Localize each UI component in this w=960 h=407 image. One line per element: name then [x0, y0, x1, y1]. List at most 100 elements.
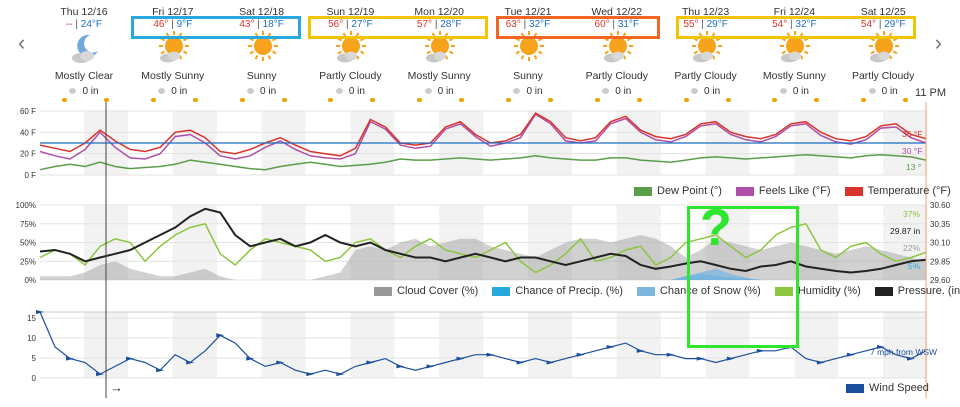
- wind-arrow: [516, 360, 525, 365]
- tick-label: 75%: [20, 220, 36, 229]
- wind-arrow: [366, 360, 375, 365]
- day-condition: Mostly Sunny: [762, 70, 826, 82]
- sun-dots: [60, 98, 109, 102]
- sun-icon: [246, 31, 280, 65]
- wind-arrow: [636, 348, 645, 353]
- day-temps: 55° | 29°F: [683, 19, 728, 30]
- forecast-day[interactable]: Sat 12/25 54° | 29°F Partly Cloudy 0 in: [839, 0, 927, 102]
- wind-arrow: [336, 372, 345, 377]
- day-name: Thu 12/23: [681, 6, 730, 18]
- forecast-day[interactable]: Fri 12/24 54° | 32°F Mostly Sunny 0 in: [750, 0, 838, 102]
- raindrop-icon: [513, 88, 521, 95]
- day-name: Mon 12/20: [414, 6, 464, 18]
- forecast-day[interactable]: Fri 12/17 46° | 9°F Mostly Sunny 0 in: [129, 0, 217, 102]
- wind-arrow: [606, 344, 615, 349]
- forecast-day[interactable]: Wed 12/22 60° | 31°F Partly Cloudy 0 in: [573, 0, 661, 102]
- night-band: [794, 312, 839, 378]
- day-name: Fri 12/24: [773, 6, 816, 18]
- forecast-day[interactable]: Mon 12/20 57° | 28°F Mostly Sunny 0 in: [395, 0, 483, 102]
- wind-arrow: [66, 356, 75, 361]
- wind-arrow: [186, 360, 195, 365]
- wind-arrow: [126, 356, 135, 361]
- tick-label-right: 30.60: [930, 201, 951, 210]
- wind-arrow: [156, 368, 165, 373]
- raindrop-icon: [424, 88, 432, 95]
- sun-dots: [770, 98, 820, 102]
- day-condition: Mostly Clear: [54, 70, 114, 82]
- next-arrow-icon[interactable]: ›: [934, 30, 942, 55]
- forecast-days-row: Thu 12/16 -- | 24°F Mostly Clear 0 in Fr…: [40, 0, 928, 102]
- forecast-day[interactable]: Sat 12/18 43° | 18°F Sunny 0 in: [218, 0, 306, 102]
- series-end-label: 37%: [903, 209, 920, 219]
- legend-item[interactable]: Pressure. (in): [874, 285, 960, 297]
- legend-item[interactable]: Feels Like (°F): [735, 185, 831, 197]
- day-name: Sun 12/19: [326, 6, 375, 18]
- series-end-label: 29.87 in: [890, 226, 921, 236]
- tick-label: 40 F: [20, 128, 36, 137]
- sun-cloud-icon: [778, 31, 812, 65]
- series-end-label: 36 °F: [902, 129, 922, 139]
- moon-cloud-icon: [68, 31, 102, 65]
- day-name: Thu 12/16: [60, 6, 108, 18]
- night-band: [883, 312, 928, 378]
- day-precip: 0 in: [306, 86, 394, 97]
- wind-arrow: [306, 372, 315, 377]
- legend-clouds: Cloud Cover (%) Chance of Precip. (%) Chan…: [360, 285, 960, 297]
- forecast-day[interactable]: Tue 12/21 63° | 32°F Sunny 0 in: [484, 0, 572, 102]
- sun-dots: [682, 98, 731, 102]
- day-name: Sat 12/25: [860, 6, 906, 18]
- legend-item[interactable]: Humidity (%): [774, 285, 861, 297]
- day-precip: 0 in: [750, 86, 838, 97]
- wind-arrow: [786, 344, 795, 349]
- legend-item[interactable]: Chance of Precip. (%): [492, 285, 623, 297]
- sun-cloud-icon: [423, 31, 457, 65]
- forecast-day[interactable]: Thu 12/16 -- | 24°F Mostly Clear 0 in: [40, 0, 128, 102]
- scroll-arrow-icon[interactable]: →: [110, 380, 123, 395]
- series-end-label: 13 °: [906, 162, 921, 172]
- day-name: Wed 12/22: [591, 6, 643, 18]
- day-temps: 43° | 18°F: [239, 19, 284, 30]
- tick-label: 5: [32, 354, 37, 363]
- sun-dots: [593, 98, 642, 102]
- day-condition: Sunny: [513, 70, 543, 82]
- forecast-day[interactable]: Thu 12/23 55° | 29°F Partly Cloudy 0 in: [662, 0, 750, 102]
- legend-item[interactable]: Chance of Snow (%): [636, 285, 761, 297]
- day-name: Fri 12/17: [152, 6, 194, 18]
- legend-wind: Wind Speed: [832, 382, 929, 394]
- series-end-label: 7 mph from WSW: [870, 347, 937, 357]
- wind-arrow: [426, 364, 435, 369]
- legend-temperature: Dew Point (°) Feels Like (°F) Temperature …: [620, 185, 951, 197]
- tick-label: 0: [32, 374, 37, 383]
- tick-label: 25%: [20, 257, 36, 266]
- night-band: [616, 312, 661, 378]
- day-precip: 0 in: [573, 86, 661, 97]
- legend-item[interactable]: Cloud Cover (%): [374, 285, 478, 297]
- legend-item[interactable]: Wind Speed: [846, 382, 929, 394]
- day-name: Sat 12/18: [239, 6, 285, 18]
- legend-item[interactable]: Dew Point (°): [634, 185, 722, 197]
- day-precip: 0 in: [40, 86, 128, 97]
- day-temps: 54° | 29°F: [860, 19, 906, 30]
- sun-dots: [859, 98, 909, 102]
- series-end-label: 5%: [908, 261, 921, 271]
- day-temps: 54° | 32°F: [772, 19, 817, 30]
- sun-dots: [415, 98, 465, 102]
- sun-cloud-icon: [334, 31, 368, 65]
- day-precip: 0 in: [839, 86, 927, 97]
- prev-arrow-icon[interactable]: ‹: [18, 30, 26, 55]
- sun-icon: [512, 31, 546, 65]
- wind-arrow: [486, 352, 495, 357]
- series-end-label: 30 °F: [902, 146, 922, 156]
- sun-cloud-icon: [690, 31, 724, 65]
- wind-arrow: [216, 333, 225, 338]
- forecast-day[interactable]: Sun 12/19 56° | 27°F Partly Cloudy 0 in: [306, 0, 394, 102]
- wind-arrow: [246, 356, 255, 361]
- tick-label-right: 29.60: [930, 276, 951, 285]
- legend-item[interactable]: Temperature (°F): [844, 185, 951, 197]
- wind-arrow: [576, 352, 585, 357]
- pressure-line: [39, 207, 927, 274]
- day-precip: 0 in: [129, 86, 217, 97]
- tick-label: 0 F: [24, 171, 36, 180]
- night-band: [172, 312, 217, 378]
